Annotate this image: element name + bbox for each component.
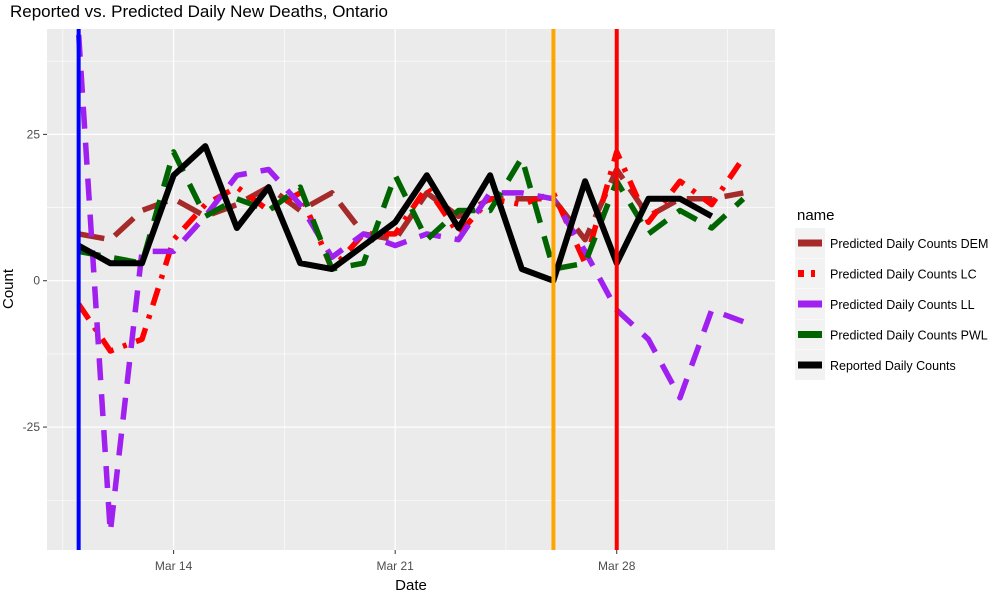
series-line-predicted-daily-counts-ll	[75, 34, 745, 536]
series-layer	[75, 29, 746, 550]
legend-label: Predicted Daily Counts DEM	[830, 237, 988, 251]
y-tick-label: -25	[23, 420, 41, 434]
legend-label: Reported Daily Counts	[830, 359, 956, 373]
series-line-reported-daily-counts	[77, 143, 714, 284]
x-tick-label: Mar 21	[376, 559, 414, 573]
x-tick-label: Mar 28	[598, 559, 636, 573]
legend-label: Predicted Daily Counts LC	[830, 268, 977, 282]
legend-title: name	[797, 207, 835, 224]
series-line-predicted-daily-counts-pwl	[78, 149, 746, 272]
y-tick-label: 25	[27, 127, 41, 141]
legend-label: Predicted Daily Counts PWL	[830, 329, 988, 343]
legend: name Predicted Daily Counts DEM Predicted…	[795, 207, 988, 380]
plot-panel	[47, 29, 775, 550]
panel-background	[47, 29, 775, 550]
x-tick-label: Mar 14	[155, 559, 193, 573]
y-tick-label: 0	[33, 274, 40, 288]
x-axis-title: Date	[395, 577, 427, 594]
series-line-predicted-daily-counts-lc	[76, 149, 746, 354]
axis-ticks: -25 0 25 Mar 14 Mar 21 Mar 28	[23, 127, 636, 573]
y-axis-title: Count	[0, 268, 17, 309]
chart-title: Reported vs. Predicted Daily New Deaths,…	[10, 2, 388, 21]
legend-label: Predicted Daily Counts LL	[830, 298, 975, 312]
